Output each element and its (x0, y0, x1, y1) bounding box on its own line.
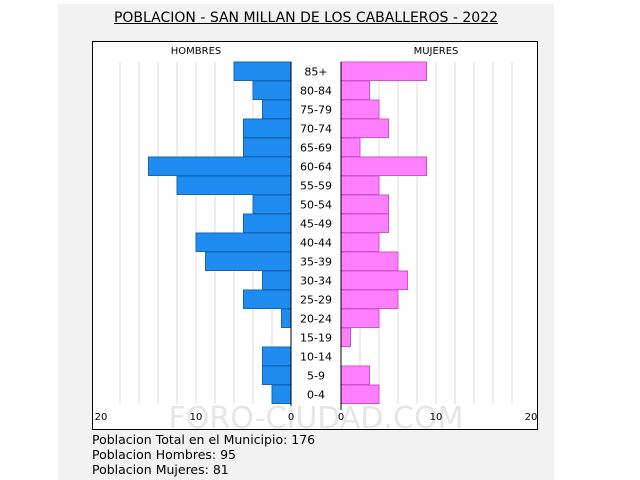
chart-title: POBLACION - SAN MILLAN DE LOS CABALLEROS… (113, 10, 499, 26)
population-pyramid: HOMBRES MUJERES 85+ 80-84 75-79 70-74 65-69 60-… (92, 41, 538, 431)
pyramid-svg: HOMBRES MUJERES 85+ 80-84 75-79 70-74 65-69 60-… (95, 46, 538, 431)
age-label: 20-24 (300, 312, 332, 325)
bar-hombres-40-44 (195, 232, 292, 252)
age-label: 70-74 (300, 122, 332, 135)
x-tick-label: 20 (525, 412, 538, 423)
bar-mujeres-85+ (340, 61, 427, 81)
age-label: 50-54 (300, 198, 332, 211)
x-tick-label: 10 (190, 412, 203, 423)
bar-mujeres-30-34 (340, 270, 408, 290)
bar-hombres-70-74 (243, 118, 292, 138)
bar-mujeres-45-49 (340, 213, 389, 233)
bar-hombres-55-59 (176, 175, 292, 195)
x-tick-label: 10 (430, 412, 443, 423)
bar-mujeres-75-79 (340, 99, 380, 119)
age-label: 85+ (304, 65, 327, 78)
watermark: FORO-CIUDAD.COM (169, 401, 464, 431)
bar-hombres-50-54 (252, 194, 292, 214)
age-label: 65-69 (300, 141, 332, 154)
legend-mujeres: MUJERES (414, 46, 459, 57)
bar-hombres-80-84 (252, 80, 292, 100)
bar-mujeres-65-69 (340, 137, 361, 157)
age-label: 15-19 (300, 331, 332, 344)
x-tick-label: 0 (338, 412, 344, 423)
bar-mujeres-20-24 (340, 308, 380, 328)
age-label: 0-4 (307, 388, 325, 401)
bar-hombres-25-29 (243, 289, 292, 309)
stat-total: Poblacion Total en el Municipio: 176 (92, 432, 316, 447)
age-label: 55-59 (300, 179, 332, 192)
age-label: 10-14 (300, 350, 332, 363)
age-label: 75-79 (300, 103, 332, 116)
bar-mujeres-50-54 (340, 194, 389, 214)
bar-hombres-65-69 (243, 137, 292, 157)
population-stats: Poblacion Total en el Municipio: 176 Pob… (92, 432, 315, 477)
bar-mujeres-70-74 (340, 118, 389, 138)
x-tick-label: 20 (95, 412, 108, 423)
age-label: 5-9 (307, 369, 325, 382)
bar-mujeres-60-64 (340, 156, 427, 176)
age-label: 35-39 (300, 255, 332, 268)
stat-mujeres: Poblacion Mujeres: 81 (92, 462, 229, 477)
bar-hombres-10-14 (262, 346, 292, 366)
bar-mujeres-15-19 (340, 327, 351, 347)
bar-hombres-45-49 (243, 213, 292, 233)
age-label: 30-34 (300, 274, 332, 287)
bar-hombres-60-64 (148, 156, 292, 176)
bar-mujeres-40-44 (340, 232, 380, 252)
bar-mujeres-55-59 (340, 175, 380, 195)
bar-mujeres-80-84 (340, 80, 370, 100)
bar-hombres-35-39 (205, 251, 292, 271)
bar-mujeres-35-39 (340, 251, 399, 271)
stat-hombres: Poblacion Hombres: 95 (92, 447, 237, 462)
age-label: 80-84 (300, 84, 332, 97)
bar-hombres-20-24 (281, 308, 292, 328)
bar-mujeres-5-9 (340, 365, 370, 385)
bar-hombres-5-9 (262, 365, 292, 385)
bar-hombres-75-79 (262, 99, 292, 119)
age-label: 40-44 (300, 236, 332, 249)
bar-hombres-30-34 (262, 270, 292, 290)
legend-hombres: HOMBRES (171, 46, 222, 57)
age-label: 60-64 (300, 160, 332, 173)
age-label: 45-49 (300, 217, 332, 230)
bar-mujeres-25-29 (340, 289, 399, 309)
x-tick-label: 0 (288, 412, 294, 423)
bar-hombres-85+ (233, 61, 292, 81)
age-label: 25-29 (300, 293, 332, 306)
